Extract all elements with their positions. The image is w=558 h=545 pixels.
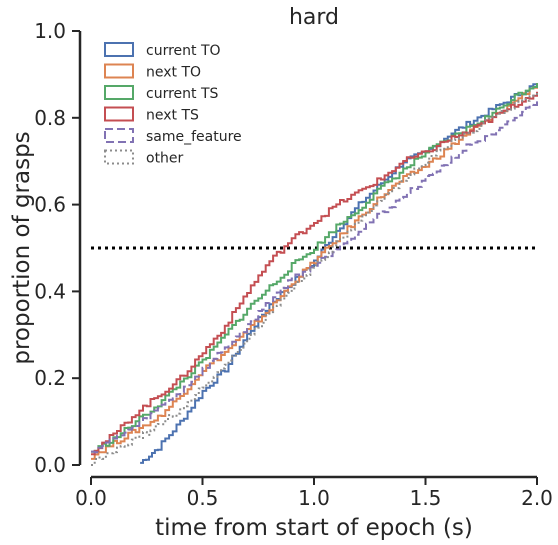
x-axis-label: time from start of epoch (s)	[155, 515, 473, 541]
legend-label: other	[146, 151, 184, 167]
series-line-next-to	[91, 83, 538, 460]
legend-label: next TS	[146, 108, 199, 124]
y-tick-label: 0.8	[34, 106, 66, 130]
y-axis-label: proportion of grasps	[9, 131, 35, 364]
series-group	[91, 83, 538, 466]
series-line-same-feature	[91, 100, 538, 454]
legend-label: same_feature	[146, 129, 242, 145]
y-tick-label: 0.2	[34, 366, 66, 390]
y-tick-label: 0.0	[34, 453, 66, 477]
y-ticks: 0.0 0.2 0.4 0.6 0.8 1.0	[34, 19, 80, 477]
chart-title: hard	[289, 5, 339, 30]
legend-swatch	[104, 42, 134, 57]
legend-label: current TS	[146, 86, 219, 102]
y-tick-label: 0.4	[34, 279, 66, 303]
legend-swatch	[104, 128, 134, 143]
x-ticks: 0.0 0.5 1.0 1.5 2.0	[75, 477, 553, 510]
legend-swatch	[104, 85, 134, 100]
legend: current TO next TO current TS next TS same_f…	[104, 42, 242, 167]
x-tick-label: 0.0	[75, 486, 107, 510]
series-line-other	[91, 91, 538, 466]
legend-label: current TO	[146, 43, 221, 59]
x-tick-label: 1.5	[410, 486, 442, 510]
legend-label: next TO	[146, 65, 201, 81]
legend-swatch	[104, 106, 134, 122]
y-tick-label: 0.6	[34, 193, 66, 217]
legend-swatch	[104, 149, 134, 165]
x-tick-label: 0.5	[187, 486, 219, 510]
series-line-next-ts	[91, 91, 538, 456]
x-tick-label: 1.0	[298, 486, 330, 510]
x-tick-label: 2.0	[521, 486, 553, 510]
legend-swatch	[104, 63, 134, 79]
y-tick-label: 1.0	[34, 19, 66, 43]
